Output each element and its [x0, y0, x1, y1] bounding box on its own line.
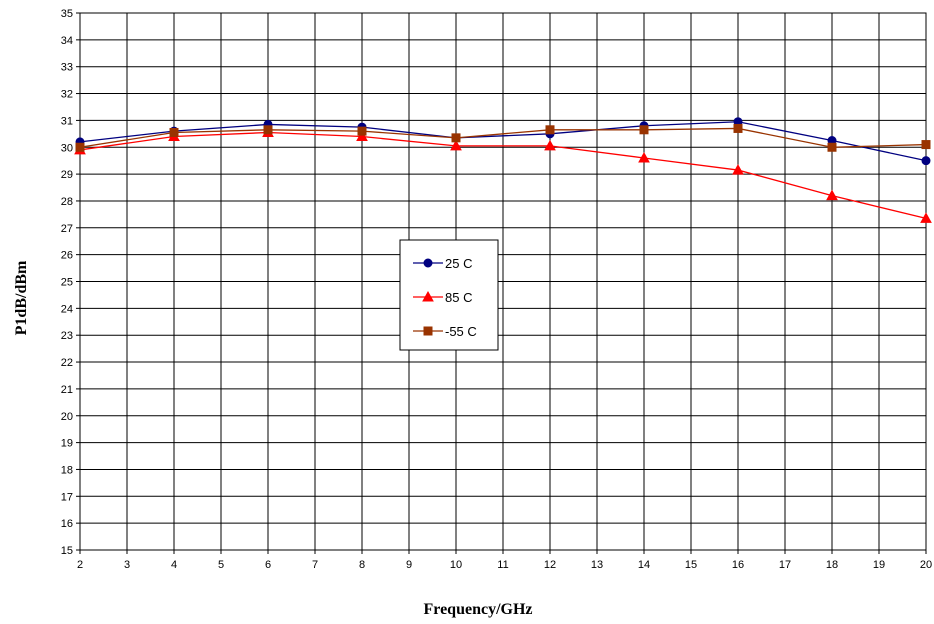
y-tick-label: 31: [61, 115, 73, 127]
y-tick-label: 30: [61, 142, 73, 154]
x-tick-label: 9: [406, 559, 412, 571]
data-point: [423, 326, 433, 336]
y-tick-label: 34: [61, 35, 73, 47]
data-point: [451, 133, 461, 143]
y-tick-label: 28: [61, 196, 73, 208]
data-point: [638, 151, 650, 163]
x-tick-label: 18: [826, 559, 838, 571]
x-tick-label: 8: [359, 559, 365, 571]
x-tick-label: 4: [171, 559, 177, 571]
x-axis-title: Frequency/GHz: [423, 601, 532, 618]
data-point: [732, 164, 744, 175]
x-tick-label: 14: [638, 559, 650, 571]
series-line: [79, 131, 927, 220]
x-tick-label: 15: [685, 559, 697, 571]
legend-label: 25 C: [445, 256, 472, 271]
y-tick-label: 35: [61, 8, 73, 20]
data-point: [920, 212, 932, 223]
legend-entry: 85 C: [413, 290, 472, 305]
legend-label: 85 C: [445, 290, 472, 305]
y-axis-title: P1dB/dBm: [13, 260, 30, 335]
y-tick-label: 24: [61, 303, 73, 315]
x-tick-label: 2: [77, 559, 83, 571]
data-point: [75, 142, 85, 152]
data-point: [921, 156, 931, 166]
x-tick-label: 6: [265, 559, 271, 571]
data-point: [357, 126, 367, 136]
y-tick-label: 27: [61, 223, 73, 235]
data-point: [545, 125, 555, 135]
data-point: [544, 139, 556, 151]
y-tick-labels: 15 16 17 18 19 20 21 22 23 24 25 26 27 28 29 30 31 32 33 34…: [61, 8, 80, 557]
y-tick-label: 22: [61, 357, 73, 369]
data-point: [639, 125, 649, 135]
y-tick-label: 18: [61, 464, 73, 476]
x-tick-label: 5: [218, 559, 224, 571]
x-tick-label: 12: [544, 559, 556, 571]
x-tick-label: 11: [497, 559, 508, 571]
y-tick-label: 32: [61, 89, 73, 101]
y-tick-label: 15: [61, 545, 73, 557]
data-point: [826, 189, 838, 201]
data-point: [356, 130, 368, 142]
data-point: [450, 139, 462, 151]
y-tick-label: 29: [61, 169, 73, 181]
legend-box: [399, 239, 499, 351]
x-tick-label: 3: [124, 559, 130, 571]
series--55-c: [75, 123, 931, 152]
legend: 25 C 85 C -55 C: [399, 239, 499, 351]
series-layer: [74, 117, 932, 223]
data-point: [827, 142, 837, 152]
y-tick-label: 33: [61, 62, 73, 74]
x-tick-label: 16: [732, 559, 744, 571]
y-tick-label: 25: [61, 277, 73, 289]
x-tick-label: 20: [920, 559, 932, 571]
data-point: [169, 127, 179, 137]
legend-label: -55 C: [445, 324, 477, 339]
x-tick-label: 10: [450, 559, 462, 571]
x-tick-label: 13: [591, 559, 603, 571]
data-point: [733, 123, 743, 133]
y-tick-label: 21: [61, 384, 73, 396]
legend-entry: -55 C: [413, 324, 477, 339]
x-tick-label: 17: [779, 559, 791, 571]
x-tick-label: 7: [312, 559, 318, 571]
series-line: [79, 121, 927, 162]
data-point: [423, 258, 433, 268]
y-tick-label: 20: [61, 411, 73, 423]
y-tick-label: 16: [61, 518, 73, 530]
y-tick-label: 23: [61, 330, 73, 342]
y-tick-label: 26: [61, 250, 73, 262]
legend-entry: 25 C: [413, 256, 472, 271]
x-tick-labels: 2 3 4 5 6 7 8 9 10 11 12 13 14 15 16 17 18 19 20: [77, 550, 932, 571]
grid: [79, 12, 927, 551]
data-point: [921, 140, 931, 150]
series-line: [79, 127, 927, 148]
x-tick-label: 19: [873, 559, 885, 571]
data-point: [422, 290, 434, 302]
y-tick-label: 19: [61, 438, 73, 450]
data-point: [263, 125, 273, 135]
y-tick-label: 17: [61, 491, 73, 503]
